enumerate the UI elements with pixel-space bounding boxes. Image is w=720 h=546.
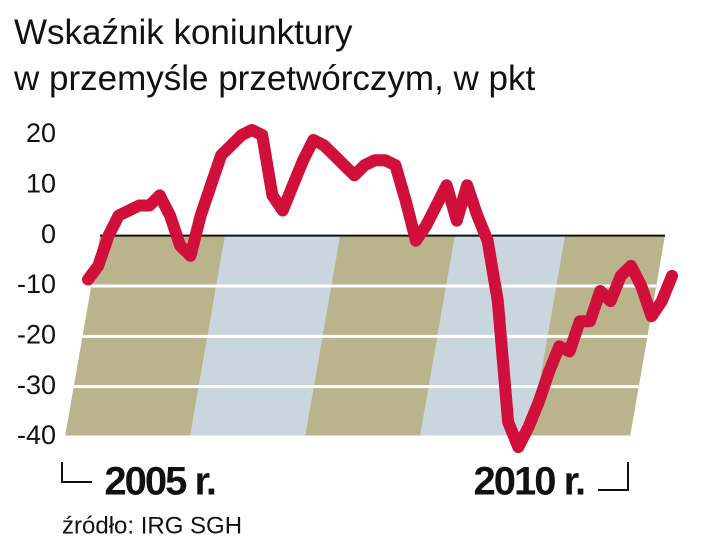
axis-bracket (61, 462, 629, 491)
y-tick-label: -20 (17, 319, 56, 349)
y-tick-label: -40 (17, 420, 56, 450)
data-line (82, 124, 678, 454)
y-tick-label: 0 (41, 219, 56, 249)
chart-subtitle: w przemyśle przetwórczym, w pkt (13, 59, 535, 98)
source: źródło: IRG SGH (62, 512, 242, 539)
y-tick-label: -10 (17, 269, 56, 299)
y-tick-label: -30 (17, 370, 56, 400)
x-tick-label: 2010 r. (474, 460, 585, 504)
y-tick-label: 10 (26, 168, 56, 198)
chart-title: Wskaźnik koniunktury (14, 13, 353, 52)
y-tick-label: 20 (26, 118, 56, 148)
x-tick-label: 2005 r. (104, 460, 215, 504)
